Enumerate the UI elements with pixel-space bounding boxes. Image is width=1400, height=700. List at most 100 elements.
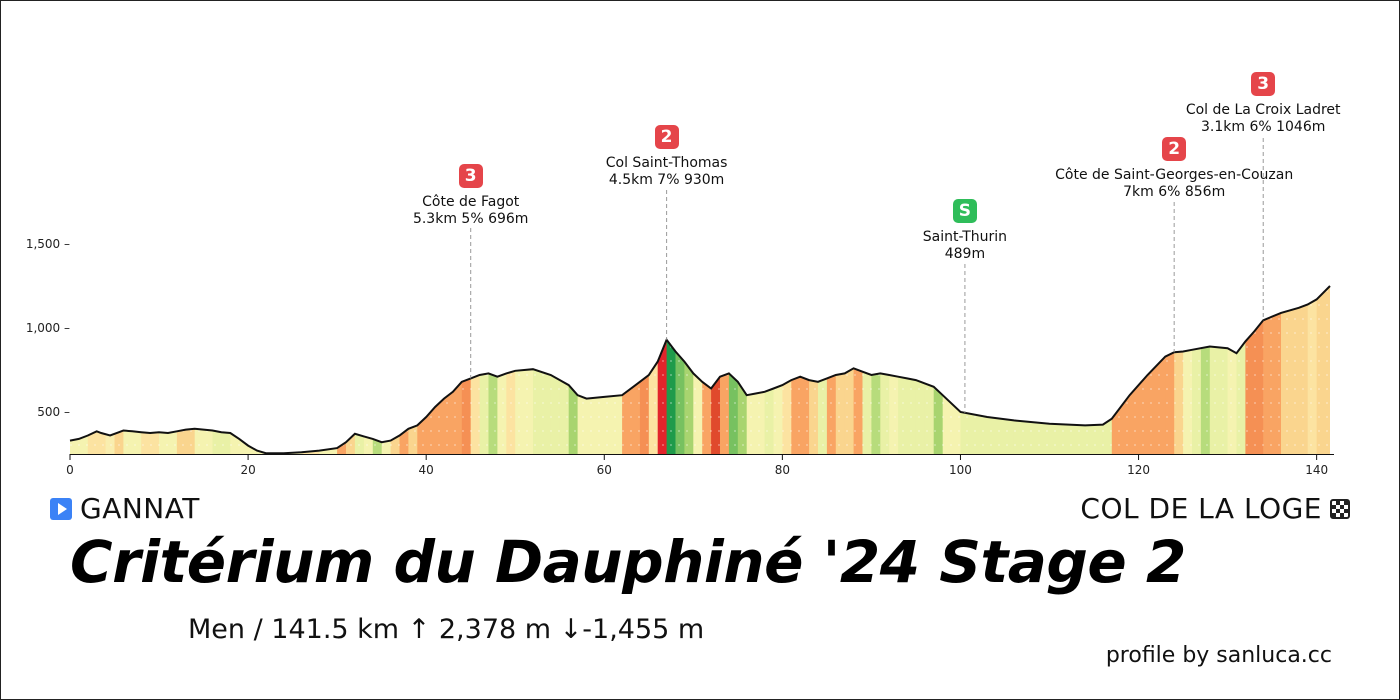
gradient-band [70,286,89,454]
y-tick-label: 500 – [37,405,70,419]
elevation-line [69,285,1331,455]
x-tick-label: 140 [1305,463,1328,477]
climb-label: Côte de Fagot 5.3km 5% 696m [321,194,621,228]
gradient-band [1174,286,1184,454]
x-tick-label: 40 [419,463,434,477]
gradient-band [159,286,178,454]
gradient-band [452,286,463,454]
gradient-band [337,286,347,454]
gradient-band [1183,286,1193,454]
climb-label: Côte de Saint-Georges-en-Couzan 7km 6% 85… [1024,167,1324,201]
gradient-band [390,286,401,454]
climb-label: Saint-Thurin 489m [815,229,1115,263]
gradient-band [1236,286,1246,454]
gradient-band [737,286,748,454]
climb-label: Col de La Croix Ladret 3.1km 6% 1046m [1113,102,1400,136]
x-tick-label: 0 [66,463,74,477]
gradient-band [639,286,650,454]
gradient-band [577,286,588,454]
gradient-band [399,286,409,454]
gradient-band [283,286,303,454]
gradient-band [1200,286,1211,454]
gradient-band [657,286,668,454]
stage-stats: Men / 141.5 km ↑ 2,378 m ↓-1,455 m [188,614,705,645]
gradient-band [141,286,160,454]
gradient-band [301,286,320,454]
x-axis-ticks: 0 20 40 60 80 100 120 140 [66,454,1328,477]
climb-category-badge: 3 [1251,72,1276,96]
gradient-band [426,286,445,454]
climb-name: Col de La Croix Ladret [1185,102,1341,118]
y-tick-label: 1,000 – [26,321,70,335]
climb-markers [470,138,1264,413]
climb-label: Col Saint-Thomas 4.5km 7% 930m [517,155,817,189]
race-title: Critérium du Dauphiné '24 Stage 2 [70,528,1186,596]
climb-name: Côte de Fagot [422,194,520,210]
gradient-band [550,286,561,454]
checkered-flag-icon [1330,499,1350,519]
elevation-chart: 0 20 40 60 80 100 120 140 500 – 1,000 – 1,500 – [26,138,1334,477]
gradient-band [559,286,570,454]
gradient-band [800,286,810,454]
gradient-band [123,286,142,454]
x-tick-label: 80 [775,463,790,477]
gradient-band [176,286,196,454]
y-tick-label: 1,500 – [26,237,70,251]
climb-detail: 5.3km 5% 696m [412,211,529,227]
gradient-band [87,286,107,454]
climb-name: Col Saint-Thomas [605,155,728,171]
gradient-band [417,286,427,454]
start-label: GANNAT [80,492,200,525]
gradient-band [408,286,418,454]
profile-credit: profile by sanluca.cc [1105,643,1332,668]
finish-location: COL DE LA LOGE [1080,492,1350,525]
gradient-band [248,286,267,454]
gradient-band [1192,286,1202,454]
gradient-band [773,286,783,454]
gradient-band [319,286,338,454]
gradient-band [711,286,721,454]
play-icon [50,498,72,520]
gradient-band [1165,286,1175,454]
gradient-band [604,286,623,454]
climb-detail: 4.5km 7% 930m [608,172,725,188]
finish-label: COL DE LA LOGE [1080,492,1322,525]
gradient-band [488,286,498,454]
gradient-band [782,286,792,454]
gradient-band [648,286,659,454]
gradient-band [586,286,605,454]
climb-category-badge: 2 [654,125,679,149]
x-tick-label: 100 [949,463,972,477]
gradient-band [346,286,356,454]
gradient-band [470,286,481,454]
gradient-band [702,286,712,454]
gradient-band [372,286,383,454]
gradient-band [720,286,730,454]
gradient-band [675,286,685,454]
climb-detail: 3.1km 6% 1046m [1201,119,1326,135]
gradient-band [354,286,365,454]
x-tick-label: 60 [597,463,612,477]
gradient-band [1263,286,1282,454]
climb-category-badge: 3 [458,164,483,188]
x-tick-label: 20 [240,463,255,477]
gradient-band [105,286,116,454]
gradient-band [791,286,801,454]
gradient-band [461,286,472,454]
gradient-band [1227,286,1238,454]
climb-name: Côte de Saint-Georges-en-Couzan [1055,167,1294,183]
y-axis-ticks: 500 – 1,000 – 1,500 – [26,237,70,419]
gradient-band [230,286,249,454]
gradient-band [684,286,694,454]
gradient-band [666,286,677,454]
gradient-band [1316,286,1330,454]
climb-category-badge: S [952,199,977,223]
gradient-band [515,286,534,454]
gradient-band [728,286,739,454]
gradient-band [693,286,703,454]
gradient-band [497,286,507,454]
gradient-band [533,286,552,454]
gradient-band [212,286,231,454]
gradient-band [265,286,285,454]
gradient-band [506,286,516,454]
